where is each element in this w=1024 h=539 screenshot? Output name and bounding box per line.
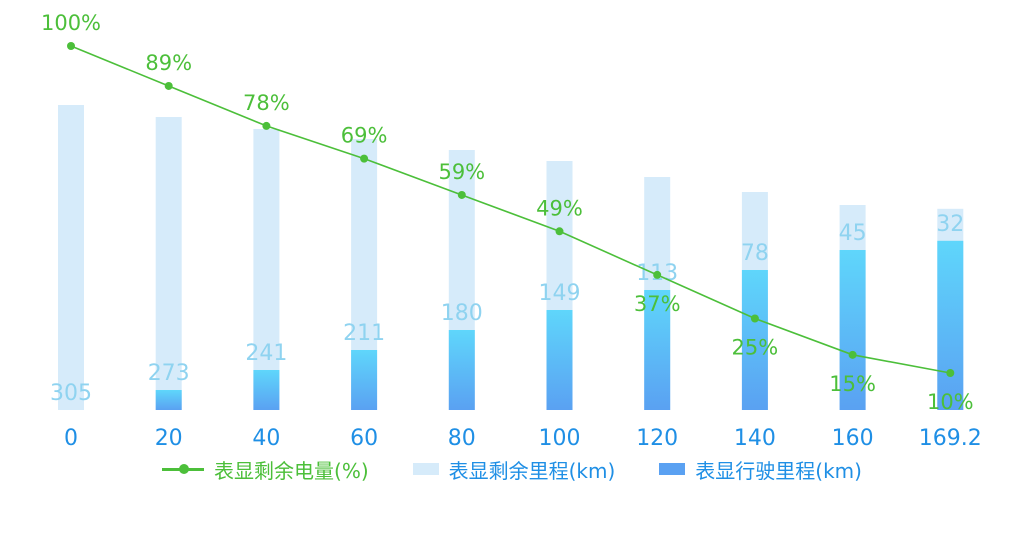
x-tick-label: 120	[636, 426, 678, 451]
battery-percent-label: 100%	[41, 11, 101, 35]
driven-distance-bars	[155, 240, 964, 410]
x-axis-tick-labels: 0 20 40 60 80 100 120 140 160 169.2	[64, 426, 982, 451]
battery-percent-label: 78%	[243, 91, 290, 115]
x-tick-label: 60	[350, 426, 378, 451]
battery-percent-label: 25%	[732, 336, 779, 360]
driven-distance-bar	[937, 240, 964, 410]
battery-point	[946, 369, 955, 377]
remaining-range-label: 149	[539, 281, 581, 306]
x-tick-label: 0	[64, 426, 78, 451]
remaining-range-labels: 305273241211180149113784532	[50, 212, 964, 406]
battery-percent-label: 89%	[145, 51, 192, 75]
driven-distance-bar	[155, 390, 182, 410]
chart-legend: 表显剩余电量(%) 表显剩余里程(km) 表显行驶里程(km)	[0, 454, 1024, 484]
battery-percent-label: 49%	[536, 196, 583, 220]
driven-distance-bar	[546, 310, 573, 410]
battery-percent-label: 37%	[634, 292, 681, 316]
legend-line-swatch-icon	[162, 463, 205, 474]
remaining-range-bar	[58, 105, 84, 410]
remaining-range-bar	[155, 117, 182, 410]
legend-dark-box-swatch-icon	[659, 463, 686, 475]
battery-point	[262, 121, 271, 130]
remaining-range-label: 32	[936, 212, 964, 237]
battery-line	[70, 45, 951, 374]
battery-percent-label: 59%	[438, 160, 485, 184]
remaining-range-label: 273	[148, 361, 190, 386]
driven-distance-bar	[448, 330, 475, 410]
battery-point	[360, 154, 369, 163]
battery-percent-labels: 100% 89% 78% 69% 59% 49% 37% 25% 15% 10%	[41, 11, 974, 414]
remaining-range-label: 211	[343, 321, 385, 346]
battery-point	[750, 314, 759, 323]
battery-point	[457, 190, 466, 199]
remaining-range-bars	[58, 105, 964, 410]
remaining-range-label: 78	[741, 241, 769, 266]
legend-item-battery[interactable]: 表显剩余电量(%)	[162, 455, 369, 484]
legend-label-remaining-range: 表显剩余里程(km)	[448, 458, 616, 483]
remaining-range-bar	[253, 129, 280, 410]
legend-light-box-swatch-icon	[412, 463, 439, 475]
x-tick-label: 169.2	[919, 426, 982, 451]
driven-distance-bar	[839, 250, 866, 410]
driven-distance-bar	[644, 290, 671, 410]
legend-label-battery: 表显剩余电量(%)	[214, 458, 369, 483]
battery-percent-label: 15%	[829, 372, 876, 396]
remaining-range-label: 45	[839, 221, 867, 246]
legend-item-driven-distance[interactable]: 表显行驶里程(km)	[659, 455, 862, 484]
remaining-range-label: 305	[50, 381, 92, 406]
driven-distance-bar	[351, 350, 378, 410]
battery-point	[164, 81, 173, 90]
x-tick-label: 40	[252, 426, 280, 451]
battery-percent-label: 69%	[341, 124, 388, 148]
battery-point	[67, 42, 75, 50]
driven-distance-bar	[741, 270, 768, 410]
remaining-range-label: 241	[245, 341, 287, 366]
legend-label-driven-distance: 表显行驶里程(km)	[695, 458, 862, 483]
x-tick-label: 80	[448, 426, 476, 451]
battery-point	[555, 227, 564, 236]
legend-item-remaining-range[interactable]: 表显剩余里程(km)	[412, 455, 616, 484]
remaining-range-label: 180	[441, 301, 483, 326]
x-tick-label: 100	[539, 426, 581, 451]
battery-point	[848, 350, 857, 359]
battery-line-series	[67, 42, 955, 377]
battery-point	[653, 270, 662, 279]
x-tick-label: 140	[734, 426, 776, 451]
x-tick-label: 20	[155, 426, 183, 451]
x-tick-label: 160	[832, 426, 874, 451]
battery-percent-label: 10%	[927, 390, 974, 414]
driven-distance-bar	[253, 370, 280, 410]
